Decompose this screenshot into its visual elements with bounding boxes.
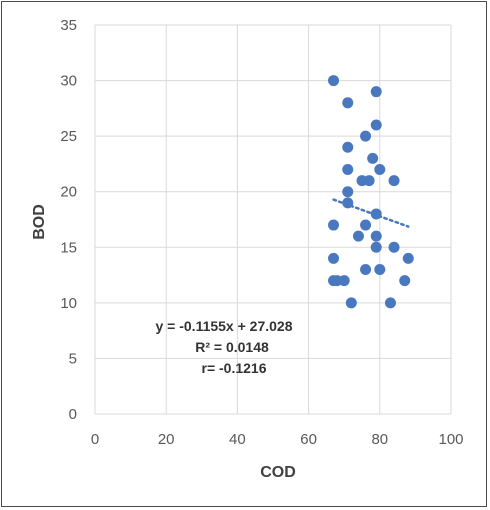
data-point [342, 186, 354, 198]
y-axis-title: BOD [31, 204, 48, 240]
data-point [328, 75, 340, 87]
y-tick-label: 5 [69, 350, 77, 367]
data-point [370, 119, 382, 131]
data-point [342, 163, 354, 175]
y-tick-label: 10 [60, 295, 77, 312]
x-tick-label: 100 [438, 431, 463, 448]
data-point [384, 297, 396, 309]
data-point [352, 230, 364, 242]
data-point [370, 230, 382, 242]
data-point [360, 264, 372, 276]
data-point [367, 152, 379, 164]
data-points [328, 75, 414, 309]
data-point [374, 163, 386, 175]
data-point [342, 97, 354, 109]
equation-annotation: y = -0.1155x + 27.028 [155, 318, 292, 334]
data-point [342, 141, 354, 153]
x-tick-label: 0 [91, 431, 99, 448]
data-point [399, 275, 411, 287]
x-tick-label: 20 [158, 431, 175, 448]
y-tick-label: 30 [60, 73, 77, 90]
x-axis-title: COD [260, 464, 296, 481]
gridlines [94, 24, 452, 415]
data-point [370, 86, 382, 98]
data-point [328, 252, 340, 264]
y-tick-label: 15 [60, 239, 77, 256]
data-point [360, 130, 372, 142]
x-tick-label: 40 [229, 431, 246, 448]
y-tick-label: 0 [69, 406, 77, 423]
data-point [388, 241, 400, 253]
r-squared-annotation: R² = 0.0148 [195, 339, 269, 355]
r-annotation: r= -0.1216 [202, 360, 267, 376]
data-point [328, 219, 340, 231]
x-axis-ticks: 0 20 40 60 80 100 [91, 431, 464, 448]
y-tick-label: 25 [60, 128, 77, 145]
data-point [388, 175, 400, 187]
data-point [345, 297, 357, 309]
y-tick-label: 35 [60, 17, 77, 34]
data-point [363, 175, 375, 187]
y-tick-label: 20 [60, 184, 77, 201]
data-point [342, 197, 354, 209]
data-point [374, 264, 386, 276]
x-tick-label: 60 [300, 431, 317, 448]
data-point [402, 252, 414, 264]
data-point [370, 208, 382, 220]
x-tick-label: 80 [371, 431, 388, 448]
data-point [338, 275, 350, 287]
y-axis-ticks: 0 5 10 15 20 25 30 35 [60, 17, 77, 423]
data-point [370, 241, 382, 253]
data-point [360, 219, 372, 231]
